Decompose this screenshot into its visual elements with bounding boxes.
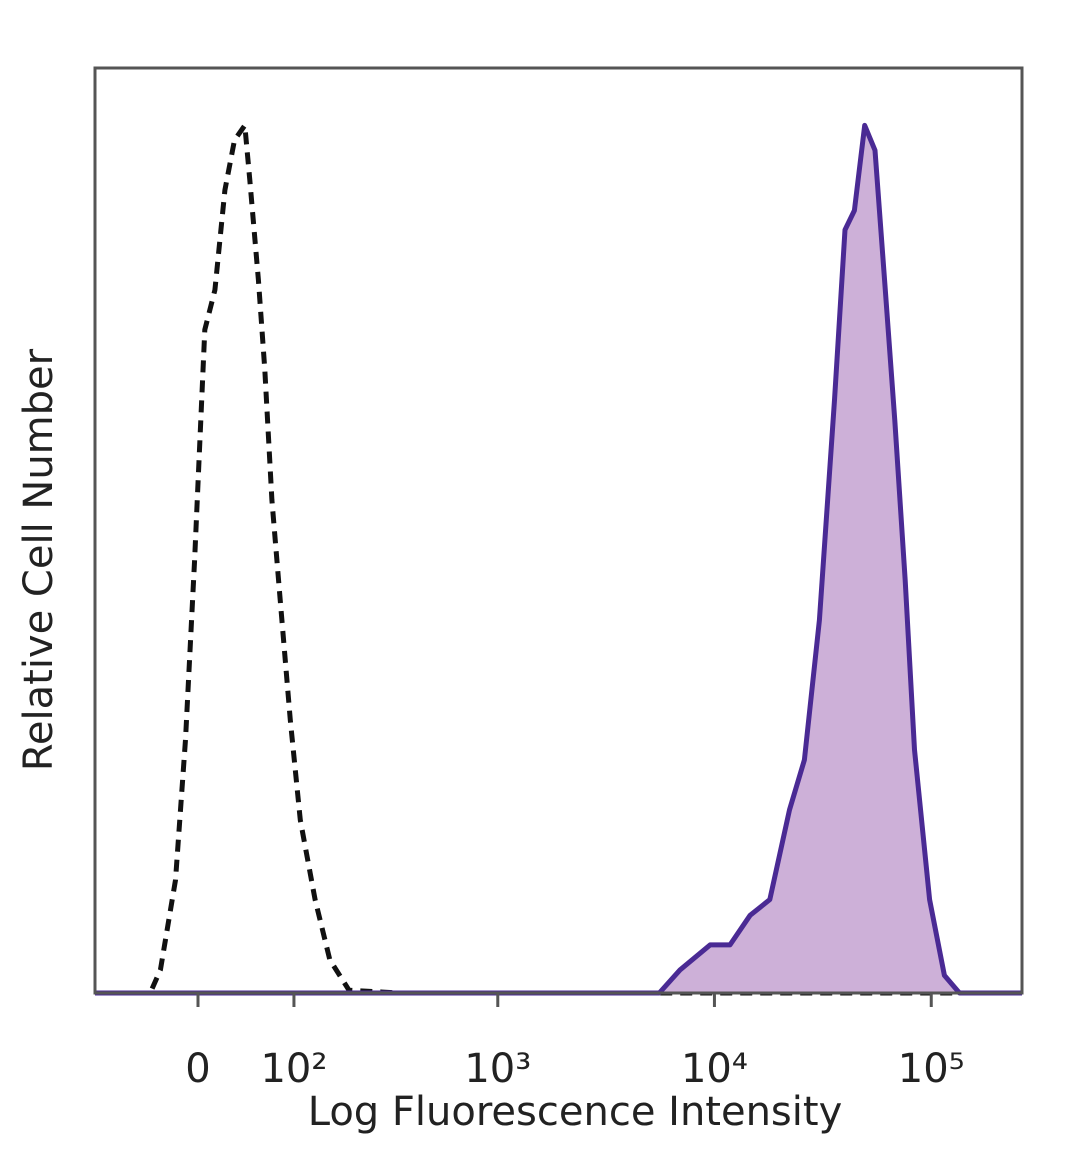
x-tick-label: 10² [260, 1046, 327, 1092]
x-tick-label: 10⁴ [681, 1046, 748, 1092]
x-axis-label: Log Fluorescence Intensity [308, 1089, 843, 1135]
x-tick-label: 10⁵ [898, 1046, 965, 1092]
histogram-line [95, 122, 1022, 996]
plot-frame [93, 66, 1024, 995]
histogram-line [95, 122, 1022, 996]
x-tick-label: 10³ [464, 1046, 531, 1092]
y-axis-label: Relative Cell Number [16, 348, 62, 771]
x-tick-label: 0 [185, 1046, 210, 1092]
